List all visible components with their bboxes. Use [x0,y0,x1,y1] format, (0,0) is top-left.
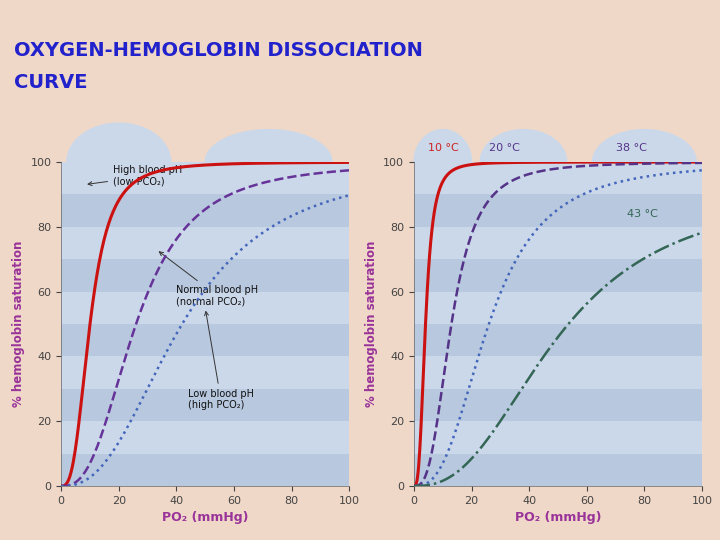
Polygon shape [480,130,567,162]
X-axis label: PO₂ (mmHg): PO₂ (mmHg) [162,511,248,524]
Bar [61,389,349,421]
Bar [61,292,349,324]
Polygon shape [67,123,171,162]
Bar [61,421,349,454]
Bar [61,162,349,194]
Text: 10 °C: 10 °C [428,143,459,153]
Bar [61,194,349,227]
Bar [414,454,702,486]
Bar [414,227,702,259]
X-axis label: PO₂ (mmHg): PO₂ (mmHg) [515,511,601,524]
Bar [414,324,702,356]
Text: 38 °C: 38 °C [616,143,647,153]
Text: CURVE: CURVE [14,73,88,92]
Bar [414,389,702,421]
Bar [61,356,349,389]
Polygon shape [205,130,332,162]
Text: 20 °C: 20 °C [489,143,520,153]
Bar [61,324,349,356]
Bar [414,421,702,454]
Bar [414,259,702,292]
Bar [414,194,702,227]
Text: 43 °C: 43 °C [627,209,658,219]
Bar [61,227,349,259]
Text: OXYGEN-HEMOGLOBIN DISSOCIATION: OXYGEN-HEMOGLOBIN DISSOCIATION [14,40,423,59]
Bar [61,454,349,486]
Text: High blood pH
(low PCO₂): High blood pH (low PCO₂) [88,165,182,187]
Polygon shape [414,130,472,162]
Bar [61,259,349,292]
Y-axis label: % hemoglobin saturation: % hemoglobin saturation [365,241,378,407]
Text: Normal blood pH
(normal PCO₂): Normal blood pH (normal PCO₂) [159,252,258,307]
Y-axis label: % hemoglobin saturation: % hemoglobin saturation [12,241,25,407]
Text: Low blood pH
(high PCO₂): Low blood pH (high PCO₂) [188,312,254,410]
Bar [414,162,702,194]
Polygon shape [593,130,696,162]
Bar [414,356,702,389]
Bar [414,292,702,324]
